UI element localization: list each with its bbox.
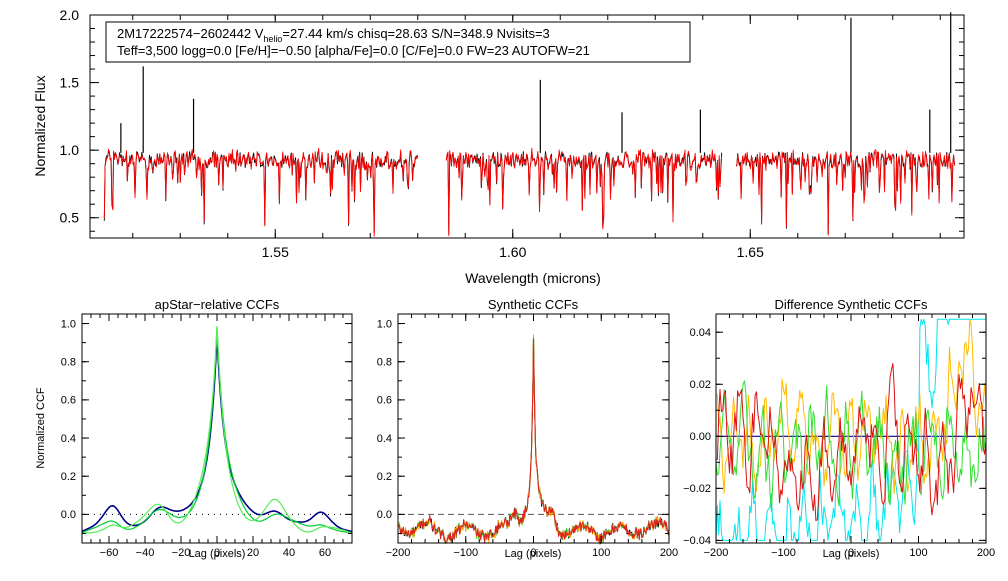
x-tick-label: 200 bbox=[977, 547, 995, 559]
y-tick-label: 0.6 bbox=[61, 395, 76, 407]
x-tick-label: 0 bbox=[530, 547, 536, 559]
spectrum-ticks: 1.55 1.60 1.65 0.5 1.0 1.5 2.0 bbox=[60, 7, 964, 260]
difference-ccf-line bbox=[715, 318, 987, 495]
x-tick-label: 60 bbox=[319, 547, 331, 559]
x-tick-label: −100 bbox=[453, 547, 478, 559]
x-tick-label: 100 bbox=[909, 547, 927, 559]
x-tick-label: 1.65 bbox=[737, 244, 764, 260]
difference-ccf-x-axis-label: Lag (pixels) bbox=[823, 548, 880, 560]
spectrum-info-box bbox=[105, 21, 691, 63]
model-spectrum-line bbox=[445, 147, 723, 237]
apstar-ccf-ticks: −60 −40 −20 0 20 40 60 0.0 0.2 0.4 0.6 0.8 1.0 bbox=[61, 314, 353, 559]
y-tick-label: 0.6 bbox=[377, 395, 392, 407]
synthetic-ccf-title: Synthetic CCFs bbox=[488, 297, 579, 312]
x-tick-label: −200 bbox=[704, 547, 729, 559]
apstar-ccf-line bbox=[81, 326, 353, 535]
synthetic-ccf-x-axis-label: Lag (pixels) bbox=[505, 548, 562, 560]
synthetic-ccf-panel: −200 −100 0 100 200 0.0 0.2 0.4 0.6 0.8 1.0 Synthe… bbox=[377, 297, 678, 560]
spectrum-plot-frame bbox=[89, 14, 965, 239]
x-tick-label: 1.60 bbox=[499, 244, 526, 260]
y-tick-label: 0.04 bbox=[690, 327, 711, 339]
y-tick-label: 1.0 bbox=[61, 318, 76, 330]
y-tick-label: 0.0 bbox=[377, 509, 392, 521]
spectrum-panel: 1.55 1.60 1.65 0.5 1.0 1.5 2.0 2M17222574−2602… bbox=[32, 7, 965, 286]
spectrum-series bbox=[103, 12, 955, 237]
title-subscript: helio bbox=[263, 34, 282, 44]
synthetic-ccf-series bbox=[397, 334, 670, 545]
x-tick-label: −60 bbox=[100, 547, 119, 559]
x-tick-label: 1.55 bbox=[262, 244, 289, 260]
y-tick-label: −0.04 bbox=[683, 535, 711, 547]
y-tick-label: 0.5 bbox=[60, 210, 80, 226]
y-tick-label: 0.2 bbox=[377, 471, 392, 483]
y-tick-label: −0.02 bbox=[683, 483, 711, 495]
y-tick-label: 1.5 bbox=[60, 74, 80, 90]
x-tick-label: 100 bbox=[592, 547, 610, 559]
y-tick-label: 0.0 bbox=[61, 509, 76, 521]
x-tick-label: −200 bbox=[386, 547, 411, 559]
x-tick-label: −40 bbox=[136, 547, 155, 559]
apstar-ccf-panel: −60 −40 −20 0 20 40 60 0.0 0.2 0.4 0.6 0.8 1.0 apSta… bbox=[35, 297, 353, 560]
spectrum-x-axis-label: Wavelength (microns) bbox=[465, 270, 601, 286]
difference-ccf-line bbox=[715, 380, 987, 512]
synthetic-ccf-ticks: −200 −100 0 100 200 0.0 0.2 0.4 0.6 0.8 1.0 bbox=[377, 314, 678, 559]
difference-ccf-line bbox=[715, 318, 986, 541]
y-tick-label: 0.8 bbox=[61, 357, 76, 369]
spectrum-y-axis-label: Normalized Flux bbox=[32, 75, 48, 176]
x-tick-label: 20 bbox=[247, 547, 259, 559]
y-tick-label: 0.00 bbox=[690, 431, 711, 443]
x-tick-label: −100 bbox=[771, 547, 796, 559]
y-tick-label: 0.2 bbox=[61, 471, 76, 483]
x-tick-label: 40 bbox=[283, 547, 295, 559]
difference-ccf-panel: −200 −100 0 100 200 −0.04 −0.02 0.00 0.02 0.04 Di… bbox=[683, 297, 995, 560]
spectrum-title-line1: 2M17222574−2602442 Vhelio=27.44 km/s chi… bbox=[117, 26, 550, 44]
model-spectrum-line bbox=[735, 149, 955, 236]
title-star-id: 2M17222574−2602442 V bbox=[117, 26, 264, 41]
y-tick-label: 0.02 bbox=[690, 379, 711, 391]
y-tick-label: 1.0 bbox=[60, 142, 80, 158]
y-tick-label: 0.8 bbox=[377, 357, 392, 369]
difference-ccf-line bbox=[715, 363, 987, 522]
synthetic-ccf-line bbox=[397, 338, 670, 544]
x-tick-label: 0 bbox=[214, 547, 220, 559]
spectrum-title-line2: Teff=3,500 logg=0.0 [Fe/H]=−0.50 [alpha/… bbox=[117, 43, 590, 58]
x-tick-label: 200 bbox=[660, 547, 678, 559]
x-tick-label: −20 bbox=[172, 547, 191, 559]
x-tick-label: 0 bbox=[848, 547, 854, 559]
model-spectrum-line bbox=[103, 147, 419, 237]
y-tick-label: 2.0 bbox=[60, 7, 80, 23]
difference-ccf-ticks: −200 −100 0 100 200 −0.04 −0.02 0.00 0.02 0.04 bbox=[683, 314, 995, 559]
apstar-ccf-x-axis-label: Lag (pixels) bbox=[189, 548, 246, 560]
difference-ccf-title: Difference Synthetic CCFs bbox=[775, 297, 928, 312]
apstar-ccf-y-axis-label: Normalized CCF bbox=[35, 387, 47, 469]
y-tick-label: 1.0 bbox=[377, 318, 392, 330]
y-tick-label: 0.4 bbox=[377, 433, 392, 445]
y-tick-label: 0.4 bbox=[61, 433, 76, 445]
difference-ccf-series bbox=[715, 318, 987, 541]
apstar-ccf-title: apStar−relative CCFs bbox=[155, 297, 280, 312]
title-stats: =27.44 km/s chisq=28.63 S/N=348.9 Nvisit… bbox=[282, 26, 549, 41]
apstar-ccf-series bbox=[81, 326, 353, 535]
